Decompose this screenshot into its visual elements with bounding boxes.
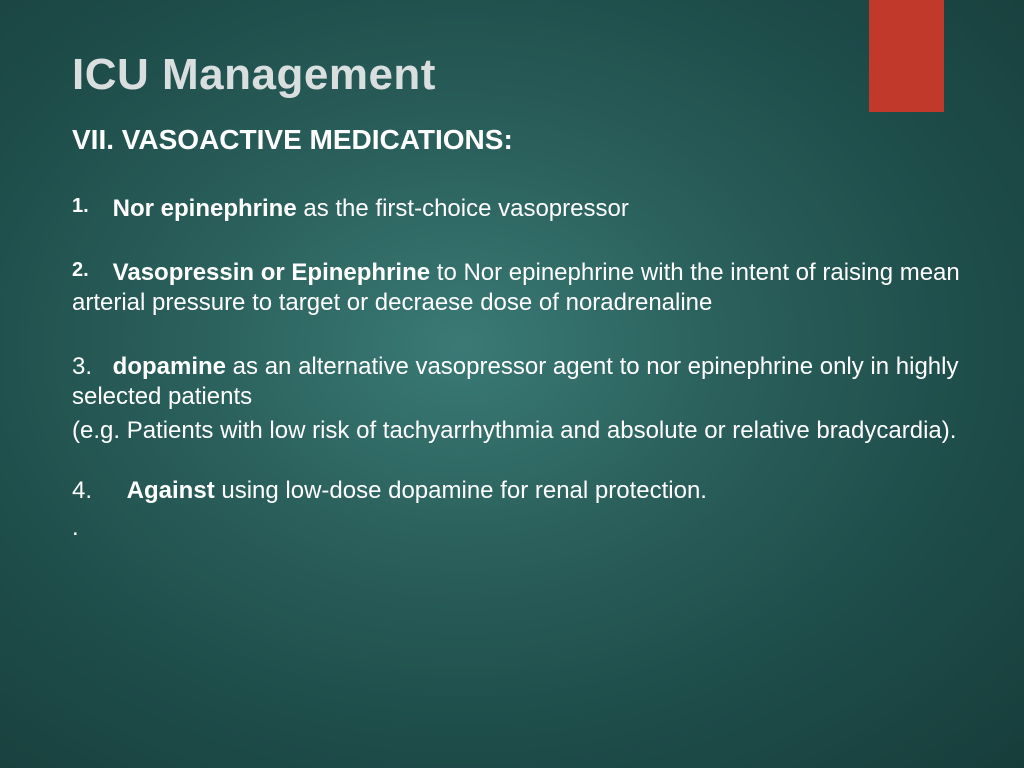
list-item: 1. Nor epinephrine as the first-choice v… — [72, 194, 964, 224]
item-body: Nor epinephrine as the first-choice vaso… — [113, 195, 629, 222]
trailing-dot: . — [72, 514, 964, 542]
item-number: 4. — [72, 476, 120, 506]
item-body: Vasopressin or Epinephrine to Nor epinep… — [72, 259, 960, 316]
item-body: dopamine as an alternative vasopressor a… — [72, 353, 958, 410]
slide-title: ICU Management — [72, 50, 964, 100]
accent-bar — [869, 0, 944, 112]
item-emphasis: Against — [127, 477, 215, 504]
item-emphasis: dopamine — [113, 353, 226, 380]
list-item: 2. Vasopressin or Epinephrine to Nor epi… — [72, 258, 964, 318]
section-heading: VII. VASOACTIVE MEDICATIONS: — [72, 124, 964, 156]
item-emphasis: Vasopressin or Epinephrine — [113, 259, 430, 286]
item-text: using low-dose dopamine for renal protec… — [215, 477, 707, 504]
item-number: 3. — [72, 352, 106, 382]
item-note: (e.g. Patients with low risk of tachyarr… — [72, 416, 964, 446]
item-body: Against using low-dose dopamine for rena… — [127, 477, 707, 504]
item-text: as the first-choice vasopressor — [297, 195, 629, 222]
list-item: 4. Against using low-dose dopamine for r… — [72, 476, 964, 506]
item-emphasis: Nor epinephrine — [113, 195, 297, 222]
item-number: 1. — [72, 194, 106, 219]
list-item: 3. dopamine as an alternative vasopresso… — [72, 352, 964, 412]
item-number: 2. — [72, 258, 106, 283]
